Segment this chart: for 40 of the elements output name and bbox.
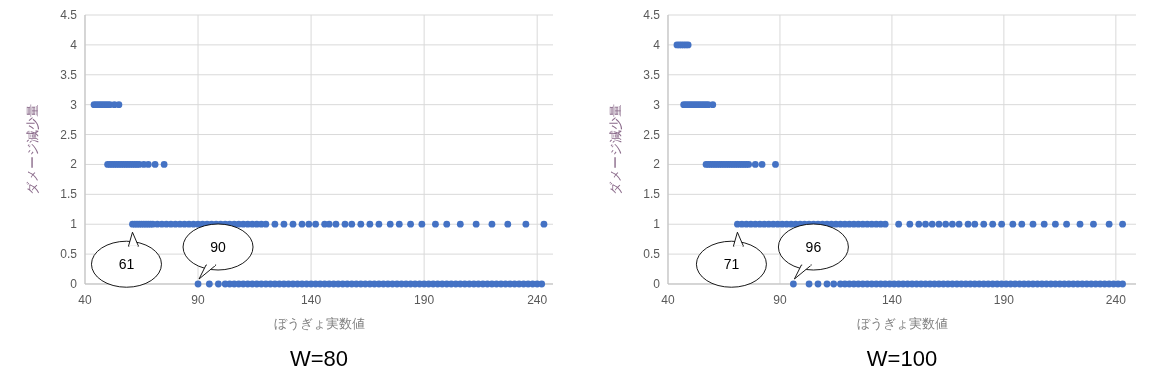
y-tick-label: 3.5 xyxy=(643,67,661,82)
y-tick-label: 1 xyxy=(70,217,78,232)
y-tick-label: 4.5 xyxy=(643,8,661,22)
y-tick-label: 1.5 xyxy=(60,187,78,202)
y-tick-label: 0 xyxy=(653,277,661,291)
y-tick-label: 3 xyxy=(653,97,661,112)
y-tick-label: 4 xyxy=(653,37,661,52)
y-axis-title: ダメージ減少量 xyxy=(25,104,40,195)
y-tick-label: 2.5 xyxy=(60,127,78,142)
text: W=80 xyxy=(289,346,349,371)
x-tick-label: 40 xyxy=(661,293,675,307)
y-tick-label: 3 xyxy=(70,97,78,112)
x-tick-label: 240 xyxy=(527,293,548,307)
x-axis-title: ぼうぎょ実数値 xyxy=(856,316,948,331)
y-tick-label: 1 xyxy=(653,217,661,232)
y-tick-label: 3.5 xyxy=(60,67,78,82)
x-tick-label: 190 xyxy=(993,293,1015,307)
x-tick-label: 240 xyxy=(1105,293,1127,307)
x-tick-label: 40 xyxy=(78,293,92,307)
x-tick-label: 140 xyxy=(301,293,322,307)
annotation: 96 xyxy=(805,239,822,255)
y-tick-label: 0 xyxy=(70,277,78,291)
x-tick-label: 190 xyxy=(414,293,435,307)
x-tick-label: 90 xyxy=(773,293,787,307)
y-tick-label: 1.5 xyxy=(643,187,661,202)
annotation: 71 xyxy=(723,256,740,273)
y-tick-label: 2 xyxy=(70,157,78,172)
y-tick-label: 2 xyxy=(653,157,661,172)
text: W=100 xyxy=(866,346,938,371)
annotation: 90 xyxy=(210,239,227,255)
y-tick-label: 0.5 xyxy=(643,247,661,262)
y-tick-label: 0.5 xyxy=(60,247,78,262)
y-tick-label: 4.5 xyxy=(60,8,78,22)
annotation: 61 xyxy=(118,256,135,273)
y-tick-label: 2.5 xyxy=(643,127,661,142)
y-axis-title: ダメージ減少量 xyxy=(608,104,623,195)
y-tick-label: 4 xyxy=(70,37,78,52)
x-tick-label: 90 xyxy=(191,293,206,307)
x-axis-title: ぼうぎょ実数値 xyxy=(273,316,365,331)
x-tick-label: 140 xyxy=(881,293,903,307)
